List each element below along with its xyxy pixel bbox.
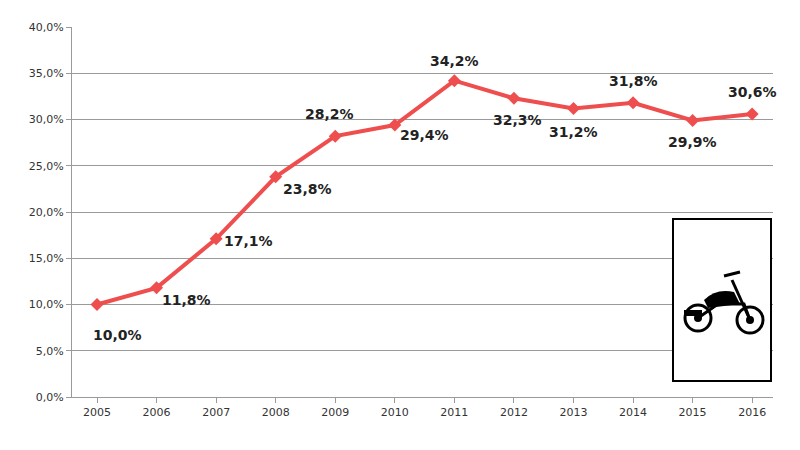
svg-text:29,4%: 29,4% <box>400 127 449 143</box>
svg-text:11,8%: 11,8% <box>162 292 211 308</box>
svg-text:34,2%: 34,2% <box>430 53 479 69</box>
svg-text:2009: 2009 <box>321 406 349 419</box>
svg-text:2007: 2007 <box>202 406 230 419</box>
svg-text:2008: 2008 <box>262 406 290 419</box>
svg-text:2013: 2013 <box>559 406 587 419</box>
svg-text:2015: 2015 <box>679 406 707 419</box>
svg-text:15,0%: 15,0% <box>29 252 64 265</box>
svg-text:5,0%: 5,0% <box>36 345 64 358</box>
svg-text:2016: 2016 <box>738 406 766 419</box>
svg-text:2010: 2010 <box>381 406 409 419</box>
svg-text:2011: 2011 <box>440 406 468 419</box>
svg-text:23,8%: 23,8% <box>283 181 332 197</box>
svg-text:0,0%: 0,0% <box>36 391 64 404</box>
svg-text:32,3%: 32,3% <box>493 112 542 128</box>
svg-text:29,9%: 29,9% <box>668 134 717 150</box>
svg-text:35,0%: 35,0% <box>29 67 64 80</box>
svg-text:2014: 2014 <box>619 406 647 419</box>
svg-text:30,0%: 30,0% <box>29 113 64 126</box>
svg-text:2005: 2005 <box>83 406 111 419</box>
svg-text:17,1%: 17,1% <box>224 233 273 249</box>
svg-text:40,0%: 40,0% <box>29 21 64 34</box>
svg-text:10,0%: 10,0% <box>29 298 64 311</box>
svg-text:2012: 2012 <box>500 406 528 419</box>
svg-text:31,8%: 31,8% <box>609 73 658 89</box>
svg-text:28,2%: 28,2% <box>305 106 354 122</box>
svg-text:2006: 2006 <box>143 406 171 419</box>
svg-text:25,0%: 25,0% <box>29 160 64 173</box>
svg-text:30,6%: 30,6% <box>728 84 777 100</box>
svg-text:10,0%: 10,0% <box>93 327 142 343</box>
svg-text:20,0%: 20,0% <box>29 206 64 219</box>
svg-text:31,2%: 31,2% <box>549 124 598 140</box>
